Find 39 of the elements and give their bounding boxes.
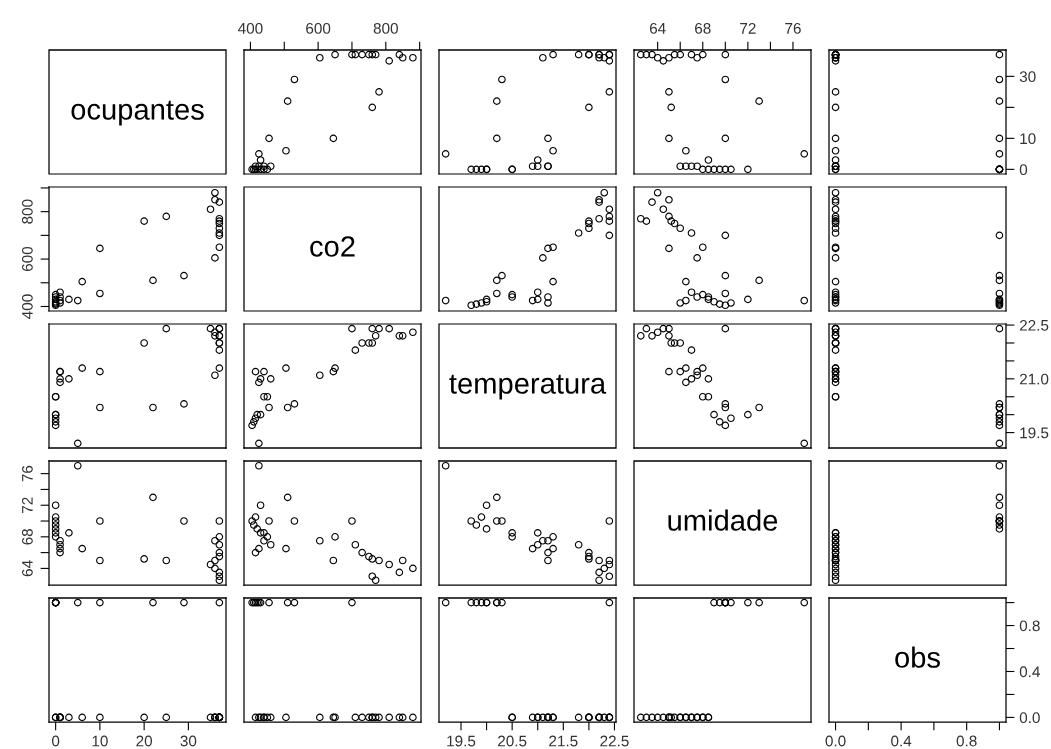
x-tick-label: 20 (136, 735, 153, 747)
x-tick-label: 20.5 (498, 735, 527, 747)
x-tick-label: 72 (740, 22, 756, 34)
y-tick-label: 68 (21, 528, 33, 545)
x-tick-label: 68 (695, 22, 711, 34)
y-tick-label: 10 (1020, 133, 1036, 145)
x-tick-label: 600 (306, 22, 331, 34)
text: 0.0 (825, 735, 846, 747)
y-tick-label: 0.8 (1019, 620, 1040, 632)
x-tick-label: 21.5 (549, 735, 578, 747)
x-tick-label: 0.8 (956, 735, 977, 747)
y-tick-label: 72 (21, 497, 33, 513)
y-tick-label: 30 (1019, 71, 1036, 83)
text: obs (895, 646, 940, 668)
y-tick-label: 0.4 (1019, 666, 1040, 678)
x-tick-label: 22.5 (600, 735, 629, 747)
x-tick-label: 19.5 (447, 735, 476, 747)
x-tick-label: 0 (51, 735, 60, 747)
x-tick-label: 10 (92, 735, 108, 747)
text: 21.0 (1019, 373, 1049, 385)
y-tick-label: 64 (21, 560, 33, 577)
x-tick-label: 0.4 (891, 735, 912, 747)
text: umidade (668, 509, 778, 531)
y-tick-label: 19.5 (1020, 427, 1049, 439)
text: ocupantes (71, 100, 204, 126)
text: 0.0 (1019, 712, 1040, 724)
y-tick-label: 76 (21, 465, 33, 482)
text: temperatura (449, 374, 607, 400)
x-tick-label: 76 (785, 22, 801, 34)
text: co2 (310, 236, 355, 257)
y-tick-label: 800 (21, 199, 33, 224)
x-tick-label: 64 (649, 22, 666, 34)
x-tick-label: 400 (238, 22, 263, 34)
y-tick-label: 22.5 (1019, 319, 1049, 331)
x-tick-label: 30 (180, 735, 197, 747)
y-tick-label: 600 (21, 246, 33, 272)
x-tick-label: 800 (373, 22, 398, 34)
y-tick-label: 0 (1019, 164, 1028, 176)
y-tick-label: 400 (21, 294, 33, 319)
